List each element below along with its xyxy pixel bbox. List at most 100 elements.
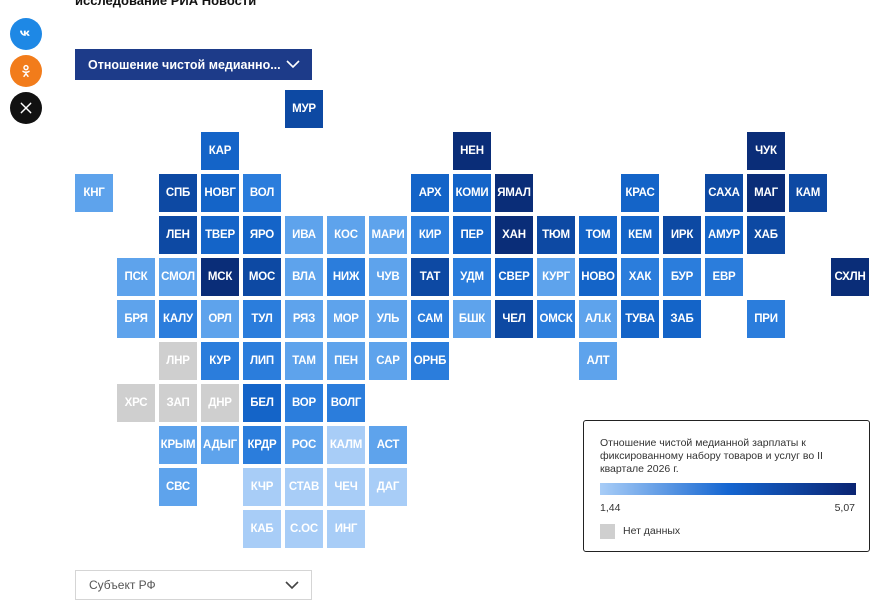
region-tile[interactable]: МУР — [285, 90, 323, 128]
region-tile[interactable]: ЧУВ — [369, 258, 407, 296]
region-tile[interactable]: КРАС — [621, 174, 659, 212]
region-tile[interactable]: АСТ — [369, 426, 407, 464]
region-tile[interactable]: КАЛМ — [327, 426, 365, 464]
region-tile[interactable]: ТЮМ — [537, 216, 575, 254]
region-tile[interactable]: КНГ — [75, 174, 113, 212]
region-tile[interactable]: ЛНР — [159, 342, 197, 380]
chevron-down-icon — [285, 581, 299, 590]
region-tile[interactable]: НИЖ — [327, 258, 365, 296]
region-tile[interactable]: ОМСК — [537, 300, 575, 338]
odnoklassniki-icon[interactable] — [10, 55, 42, 87]
region-tile[interactable]: КАБ — [243, 510, 281, 548]
legend-no-data-swatch — [600, 524, 615, 539]
region-tile[interactable]: СТАВ — [285, 468, 323, 506]
region-tile[interactable]: БРЯ — [117, 300, 155, 338]
region-tile[interactable]: ВОР — [285, 384, 323, 422]
region-tile[interactable]: ИВА — [285, 216, 323, 254]
region-tile[interactable]: ЛЕН — [159, 216, 197, 254]
region-tile[interactable]: РЯЗ — [285, 300, 323, 338]
region-tile[interactable]: АЛТ — [579, 342, 617, 380]
region-tile[interactable]: ЧУК — [747, 132, 785, 170]
region-tile[interactable]: КАЛУ — [159, 300, 197, 338]
region-tile[interactable]: МОС — [243, 258, 281, 296]
region-tile[interactable]: АРХ — [411, 174, 449, 212]
region-tile[interactable]: ОРНБ — [411, 342, 449, 380]
region-tile[interactable]: КИР — [411, 216, 449, 254]
region-tile[interactable]: САР — [369, 342, 407, 380]
region-tile[interactable]: БУР — [663, 258, 701, 296]
region-tile[interactable]: ЧЕЧ — [327, 468, 365, 506]
region-tile[interactable]: СВЕР — [495, 258, 533, 296]
indicator-select[interactable]: Отношение чистой медианно... — [75, 49, 312, 80]
region-tile[interactable]: ТАМ — [285, 342, 323, 380]
region-tile[interactable]: РОС — [285, 426, 323, 464]
region-tile[interactable]: ИРК — [663, 216, 701, 254]
region-tile[interactable]: ПЕР — [453, 216, 491, 254]
region-select-value: Субъект РФ — [89, 578, 156, 592]
region-tile[interactable]: КЕМ — [621, 216, 659, 254]
region-tile[interactable]: АЛ.К — [579, 300, 617, 338]
region-tile[interactable]: СПБ — [159, 174, 197, 212]
region-tile[interactable]: МАРИ — [369, 216, 407, 254]
region-tile[interactable]: ДАГ — [369, 468, 407, 506]
region-tile[interactable]: ПЕН — [327, 342, 365, 380]
region-tile[interactable]: АМУР — [705, 216, 743, 254]
region-tile[interactable]: КОМИ — [453, 174, 491, 212]
region-tile[interactable]: АДЫГ — [201, 426, 239, 464]
region-tile[interactable]: ВЛА — [285, 258, 323, 296]
region-tile[interactable]: КОС — [327, 216, 365, 254]
region-tile[interactable]: УЛЬ — [369, 300, 407, 338]
region-tile[interactable]: КУР — [201, 342, 239, 380]
region-tile[interactable]: ХАН — [495, 216, 533, 254]
legend-max-value: 5,07 — [834, 502, 855, 514]
region-tile[interactable]: ИНГ — [327, 510, 365, 548]
region-tile[interactable]: ТУВА — [621, 300, 659, 338]
region-tile[interactable]: БШК — [453, 300, 491, 338]
region-tile[interactable]: УДМ — [453, 258, 491, 296]
region-tile[interactable]: ЯРО — [243, 216, 281, 254]
region-tile[interactable]: САМ — [411, 300, 449, 338]
region-tile[interactable]: КУРГ — [537, 258, 575, 296]
region-tile[interactable]: СВС — [159, 468, 197, 506]
region-tile[interactable]: ЯМАЛ — [495, 174, 533, 212]
region-tile[interactable]: ХАБ — [747, 216, 785, 254]
region-tile[interactable]: ТОМ — [579, 216, 617, 254]
region-tile[interactable]: ВОЛ — [243, 174, 281, 212]
region-tile[interactable]: ПРИ — [747, 300, 785, 338]
region-tile[interactable]: ТВЕР — [201, 216, 239, 254]
region-tile[interactable]: МСК — [201, 258, 239, 296]
region-tile[interactable]: ЕВР — [705, 258, 743, 296]
region-tile[interactable]: СХЛН — [831, 258, 869, 296]
vk-icon[interactable] — [10, 18, 42, 50]
region-tile[interactable]: С.ОС — [285, 510, 323, 548]
region-tile[interactable]: КАМ — [789, 174, 827, 212]
region-tile[interactable]: ОРЛ — [201, 300, 239, 338]
region-tile[interactable]: ТАТ — [411, 258, 449, 296]
region-tile[interactable]: КРЫМ — [159, 426, 197, 464]
region-tile[interactable]: БЕЛ — [243, 384, 281, 422]
region-tile[interactable]: САХА — [705, 174, 743, 212]
region-tile[interactable]: ЛИП — [243, 342, 281, 380]
region-tile[interactable]: ВОЛГ — [327, 384, 365, 422]
region-tile[interactable]: ПСК — [117, 258, 155, 296]
region-tile[interactable]: ХРС — [117, 384, 155, 422]
region-tile[interactable]: МОР — [327, 300, 365, 338]
region-tile[interactable]: КРДР — [243, 426, 281, 464]
region-tile[interactable]: ЧЕЛ — [495, 300, 533, 338]
region-tile[interactable]: ХАК — [621, 258, 659, 296]
region-tile[interactable]: КАР — [201, 132, 239, 170]
region-tile[interactable]: НОВГ — [201, 174, 239, 212]
region-tile[interactable]: МАГ — [747, 174, 785, 212]
region-tile[interactable]: ЗАБ — [663, 300, 701, 338]
region-tile[interactable]: ЗАП — [159, 384, 197, 422]
page-title: исследование РИА Новости — [75, 0, 257, 8]
region-tile[interactable]: СМОЛ — [159, 258, 197, 296]
indicator-select-value: Отношение чистой медианно... — [88, 57, 281, 72]
region-select[interactable]: Субъект РФ — [75, 570, 312, 600]
x-icon[interactable] — [10, 92, 42, 124]
region-tile[interactable]: КЧР — [243, 468, 281, 506]
region-tile[interactable]: ТУЛ — [243, 300, 281, 338]
region-tile[interactable]: НЕН — [453, 132, 491, 170]
region-tile[interactable]: НОВО — [579, 258, 617, 296]
region-tile[interactable]: ДНР — [201, 384, 239, 422]
